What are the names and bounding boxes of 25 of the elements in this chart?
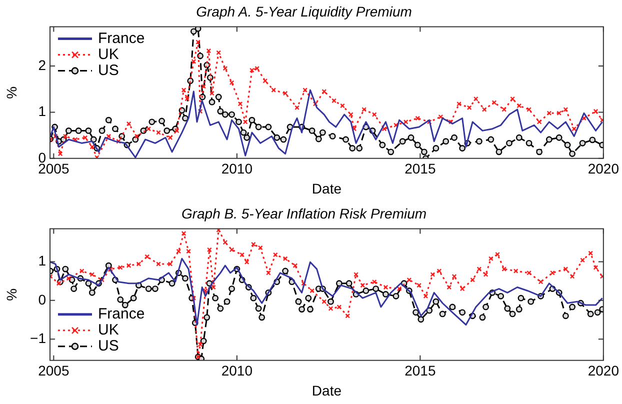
legend-label: UK: [98, 46, 119, 63]
legend-label: France: [98, 30, 145, 47]
y-axis-title: %: [3, 288, 20, 301]
x-tick-label: 2020: [588, 362, 620, 379]
x-tick-label: 2010: [221, 160, 253, 177]
x-tick-label: 2010: [221, 362, 253, 379]
y-tick-label: 1: [38, 103, 46, 120]
legend-label: US: [98, 62, 119, 79]
legend-label: France: [98, 306, 145, 323]
y-tick-label: −1: [30, 330, 46, 346]
y-tick-label: 1: [38, 252, 46, 269]
y-axis-title: %: [3, 86, 20, 99]
x-tick-label: 2005: [38, 362, 70, 379]
y-tick-label: 0: [38, 291, 46, 308]
y-tick-label: 2: [38, 56, 46, 73]
x-axis-title: Date: [312, 180, 342, 196]
x-axis-title: Date: [312, 382, 342, 398]
legend-label: UK: [98, 322, 119, 339]
x-tick-label: 2020: [588, 160, 620, 177]
y-tick-label: 0: [38, 149, 46, 166]
legend-label: US: [98, 338, 119, 355]
chart-title: Graph A. 5-Year Liquidity Premium: [196, 3, 412, 20]
x-tick-label: 2015: [404, 362, 436, 379]
chart-title: Graph B. 5-Year Inflation Risk Premium: [181, 205, 427, 222]
x-tick-label: 2015: [404, 160, 436, 177]
